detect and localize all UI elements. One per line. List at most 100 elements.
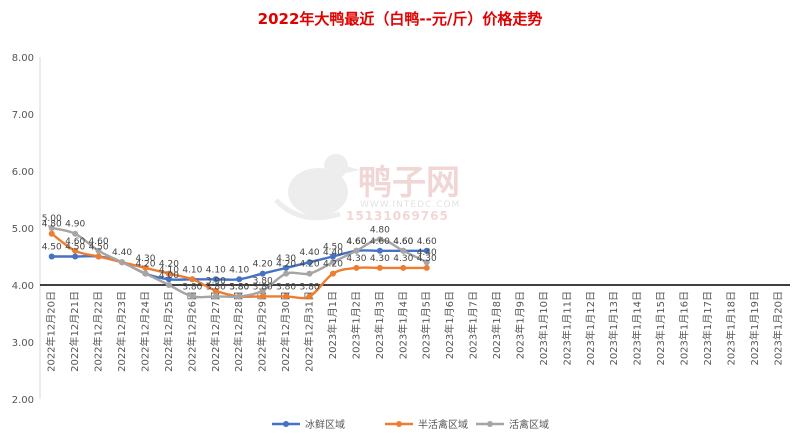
data-label: 4.30 (276, 254, 296, 264)
data-label: 4.00 (159, 271, 179, 281)
data-label: 4.50 (89, 243, 109, 253)
data-label: 4.60 (393, 237, 413, 247)
x-tick-label: 2022年12月25日 (162, 291, 175, 372)
data-point (189, 293, 196, 300)
data-label: 4.50 (42, 243, 62, 253)
data-label: 4.90 (65, 220, 85, 230)
data-label: 4.20 (159, 260, 179, 270)
x-tick-label: 2022年12月29日 (256, 291, 269, 372)
legend-marker (487, 421, 493, 427)
data-label: 3.80 (229, 282, 249, 292)
x-tick-label: 2022年12月26日 (185, 291, 198, 372)
data-point (142, 264, 149, 271)
data-point (72, 230, 79, 237)
y-tick-label: 2.00 (12, 395, 34, 406)
data-point (236, 293, 243, 300)
data-point (353, 264, 360, 271)
data-label: 4.50 (323, 243, 343, 253)
data-label: 4.30 (370, 254, 390, 264)
data-label: 4.40 (112, 248, 132, 258)
y-tick-label: 6.00 (12, 167, 34, 178)
x-axis: 2022年12月20日 2022年12月21日 2022年12月22日 2022年12… (45, 291, 785, 372)
data-point (283, 270, 290, 277)
data-point (212, 287, 219, 294)
data-point (329, 253, 336, 260)
data-label: 4.80 (42, 220, 62, 230)
y-tick-label: 7.00 (12, 110, 34, 121)
y-tick-label: 4.00 (12, 281, 34, 292)
data-label: 4.60 (393, 237, 413, 247)
data-point (259, 270, 266, 277)
data-point (95, 253, 102, 260)
data-label: 4.30 (135, 254, 155, 264)
data-point (329, 259, 336, 266)
data-label: 4.10 (182, 265, 202, 275)
data-label: 4.40 (300, 248, 320, 258)
x-tick-label: 2022年12月30日 (279, 291, 292, 372)
x-tick-label: 2023年1月17日 (701, 291, 714, 366)
data-label: 4.20 (323, 260, 343, 270)
data-point (400, 264, 407, 271)
data-point (48, 225, 55, 231)
y-axis: 2.00 3.00 4.00 5.00 6.00 7.00 8.00 (12, 53, 41, 406)
data-label: 3.90 (206, 277, 226, 287)
data-point (212, 276, 219, 283)
x-tick-label: 2023年1月8日 (490, 291, 503, 359)
x-tick-label: 2023年1月4日 (396, 291, 409, 359)
data-point (283, 264, 290, 271)
legend: 冰鲜区域 半活禽区域 活禽区域 (272, 418, 549, 431)
data-point (48, 230, 55, 237)
data-label: 4.10 (206, 265, 226, 275)
x-tick-label: 2022年12月28日 (232, 291, 245, 372)
x-tick-label: 2023年1月10日 (537, 291, 550, 366)
x-tick-label: 2022年12月20日 (45, 291, 58, 372)
data-label: 4.40 (417, 248, 437, 258)
y-tick-label: 5.00 (12, 224, 34, 235)
data-label: 3.80 (300, 282, 320, 292)
data-point (72, 247, 79, 254)
x-tick-label: 2023年1月13日 (607, 291, 620, 366)
data-label: 3.80 (206, 282, 226, 292)
data-point (423, 247, 430, 254)
x-tick-label: 2023年1月6日 (443, 291, 456, 359)
x-tick-label: 2023年1月7日 (467, 291, 480, 359)
duck-logo-icon (274, 154, 360, 221)
data-point (212, 293, 219, 300)
x-tick-label: 2023年1月11日 (560, 291, 573, 366)
series-group (48, 225, 430, 300)
data-label: 4.20 (253, 260, 273, 270)
x-tick-label: 2022年12月24日 (138, 291, 151, 372)
x-tick-label: 2022年12月27日 (209, 291, 222, 372)
data-point (165, 282, 172, 288)
x-tick-label: 2023年1月9日 (513, 291, 526, 359)
data-point (119, 259, 126, 266)
x-tick-label: 2022年12月21日 (68, 291, 81, 372)
data-point (72, 253, 79, 260)
legend-label: 半活禽区域 (418, 418, 468, 431)
data-label: 4.20 (300, 260, 320, 270)
data-point (236, 276, 243, 283)
data-labels: 4.50 4.50 4.504.204.10 4.10 4.10 4.104.204.30… (42, 214, 437, 292)
watermark: 鸭子网 WWW.INTEDC.COM 15131069765 (274, 154, 460, 223)
data-point (376, 236, 383, 243)
x-tick-label: 2022年12月31日 (303, 291, 316, 372)
x-tick-label: 2023年1月16日 (678, 291, 691, 366)
data-label: 4.20 (135, 260, 155, 270)
x-tick-label: 2022年12月23日 (115, 291, 128, 372)
data-point (259, 287, 266, 294)
data-point (95, 247, 102, 254)
data-point (306, 293, 313, 300)
data-label: 3.80 (253, 277, 273, 287)
data-point (353, 247, 360, 254)
x-tick-label: 2023年1月1日 (326, 291, 339, 359)
watermark-url: WWW.INTEDC.COM (360, 200, 460, 210)
data-point (142, 270, 149, 277)
data-point (376, 247, 383, 254)
watermark-brand: 鸭子网 (358, 163, 460, 203)
data-label: 4.60 (346, 237, 366, 247)
data-point (306, 270, 313, 277)
x-tick-label: 2022年12月22日 (92, 291, 105, 372)
data-label: 4.10 (229, 265, 249, 275)
x-tick-label: 2023年1月12日 (584, 291, 597, 366)
